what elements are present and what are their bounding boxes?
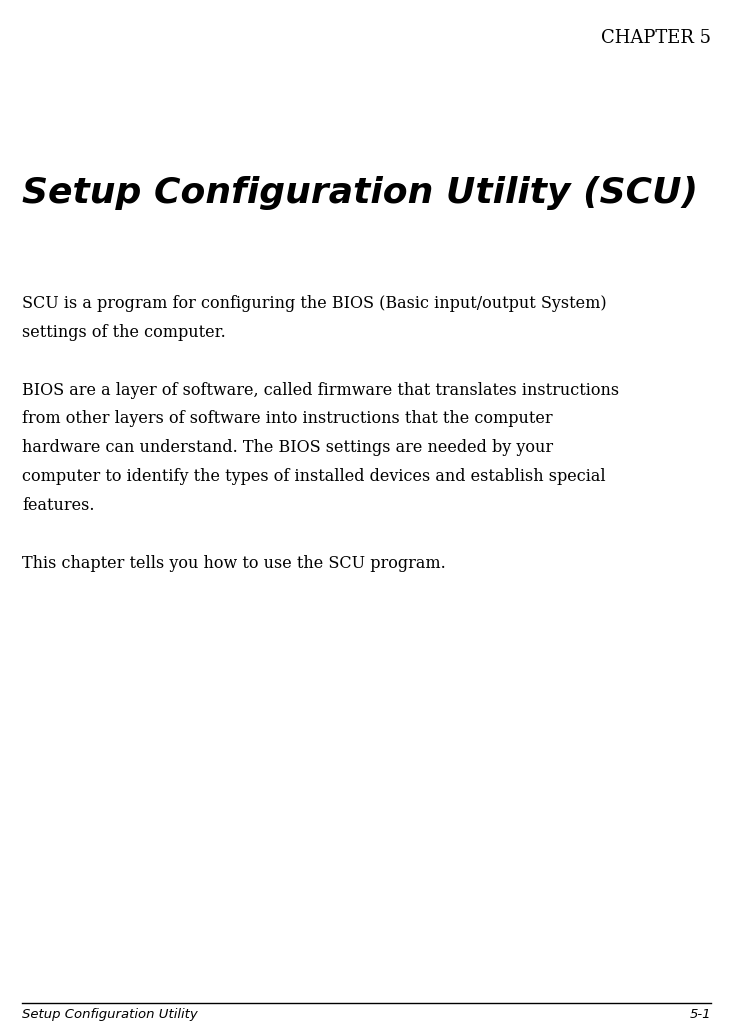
Text: features.: features.	[22, 497, 95, 514]
Text: 5-1: 5-1	[690, 1007, 711, 1021]
Text: from other layers of software into instructions that the computer: from other layers of software into instr…	[22, 410, 553, 427]
Text: settings of the computer.: settings of the computer.	[22, 324, 226, 340]
Text: This chapter tells you how to use the SCU program.: This chapter tells you how to use the SC…	[22, 555, 446, 572]
Text: CHAPTER 5: CHAPTER 5	[601, 29, 711, 47]
Text: computer to identify the types of installed devices and establish special: computer to identify the types of instal…	[22, 468, 605, 485]
Text: BIOS are a layer of software, called firmware that translates instructions: BIOS are a layer of software, called fir…	[22, 382, 619, 398]
Text: hardware can understand. The BIOS settings are needed by your: hardware can understand. The BIOS settin…	[22, 439, 553, 456]
Text: Setup Configuration Utility: Setup Configuration Utility	[22, 1007, 198, 1021]
Text: Setup Configuration Utility (SCU): Setup Configuration Utility (SCU)	[22, 176, 698, 210]
Text: SCU is a program for configuring the BIOS (Basic input/output System): SCU is a program for configuring the BIO…	[22, 295, 607, 311]
